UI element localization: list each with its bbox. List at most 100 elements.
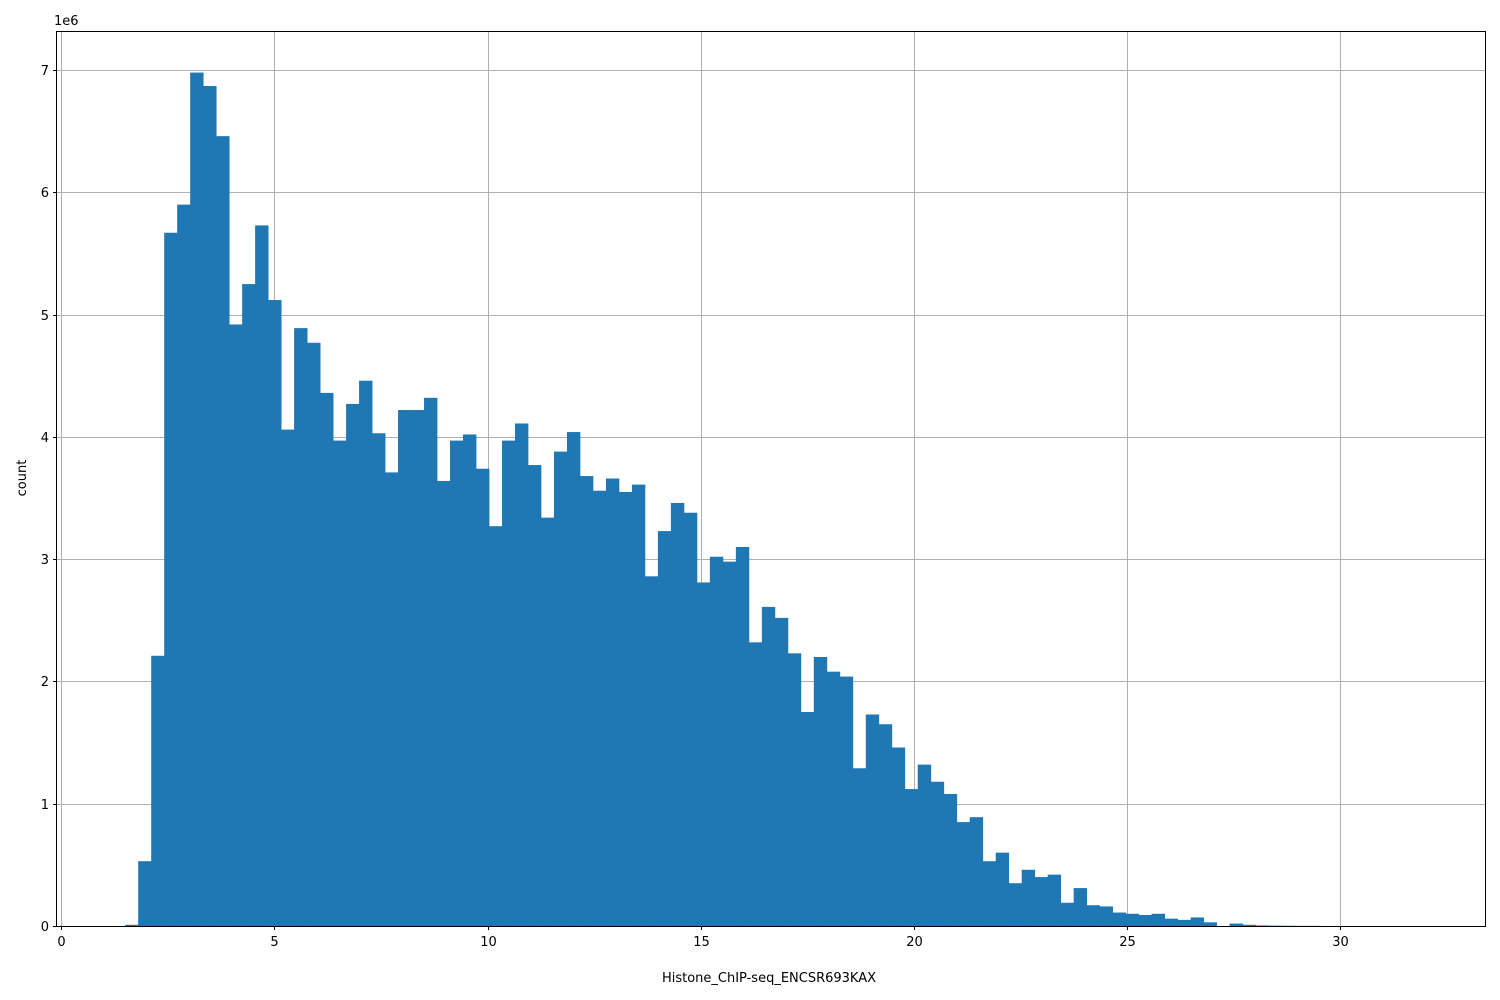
histogram-bar xyxy=(683,512,698,926)
histogram-bar xyxy=(346,403,360,926)
histogram-bar xyxy=(1060,902,1075,926)
y-axis-label: count xyxy=(15,460,30,497)
histogram-bars xyxy=(125,72,1321,927)
histogram-bar xyxy=(1177,919,1191,926)
histogram-bar xyxy=(1021,869,1036,926)
histogram-bar xyxy=(1242,924,1256,926)
y-tick-label: 6 xyxy=(41,186,49,201)
histogram-bar xyxy=(372,433,386,926)
y-tick-label: 4 xyxy=(41,431,49,446)
histogram-bar xyxy=(281,429,295,926)
histogram-bar xyxy=(514,423,529,926)
histogram-bar xyxy=(1229,923,1243,926)
x-axis-ticks: 0 5 10 15 20 25 30 xyxy=(57,926,1349,950)
histogram-bar xyxy=(255,225,269,926)
histogram-bar xyxy=(307,342,321,926)
histogram-bar xyxy=(969,817,984,926)
histogram-bar xyxy=(320,392,334,926)
x-tick-label: 10 xyxy=(480,935,497,950)
histogram-bar xyxy=(1203,922,1217,926)
histogram-bar xyxy=(943,793,958,926)
histogram-bar xyxy=(268,299,282,926)
x-tick-label: 20 xyxy=(906,935,923,950)
histogram-bar xyxy=(592,490,607,926)
histogram-bar xyxy=(489,526,503,926)
x-tick-label: 15 xyxy=(693,935,710,950)
x-tick-label: 5 xyxy=(270,935,278,950)
histogram-bar xyxy=(398,410,412,926)
plot-frame xyxy=(56,31,1486,927)
histogram-bar xyxy=(696,582,711,926)
histogram-bar xyxy=(1008,883,1023,926)
y-tick-label: 3 xyxy=(41,553,49,568)
histogram-bar xyxy=(216,136,230,926)
histogram-bar xyxy=(995,852,1010,926)
histogram-bar xyxy=(1099,906,1114,926)
histogram-bar xyxy=(1151,913,1166,926)
histogram-bar xyxy=(618,491,633,926)
histogram-bar xyxy=(787,653,802,926)
histogram-bar xyxy=(190,72,204,926)
histogram-bar xyxy=(644,576,659,926)
histogram-bar xyxy=(242,284,256,927)
histogram-bar xyxy=(553,451,568,926)
histogram-bar xyxy=(1125,913,1140,926)
y-axis-ticks: 0 1 2 3 4 5 6 7 xyxy=(41,64,57,935)
histogram-bar xyxy=(527,465,542,926)
histogram-bar xyxy=(579,476,594,926)
histogram-bar xyxy=(982,861,997,926)
histogram-bar xyxy=(930,781,945,926)
histogram-bar xyxy=(203,86,217,926)
histogram-bar xyxy=(151,655,165,926)
histogram-bar xyxy=(774,617,789,926)
histogram-bar xyxy=(904,789,919,926)
y-tick-label: 0 xyxy=(41,920,49,935)
histogram-bar xyxy=(164,232,178,927)
histogram-bar xyxy=(1047,874,1062,926)
histogram-bar xyxy=(761,606,776,926)
x-tick-label: 25 xyxy=(1119,935,1136,950)
histogram-bar xyxy=(865,714,880,926)
histogram-bar xyxy=(359,380,373,926)
histogram-bar xyxy=(1138,915,1153,926)
histogram-bar xyxy=(956,822,971,926)
histogram-bar xyxy=(917,764,932,926)
histogram-bar xyxy=(878,724,893,926)
histogram-bar xyxy=(1255,925,1269,926)
histogram-bar xyxy=(229,324,243,926)
histogram-bar xyxy=(631,484,646,926)
histogram-bar xyxy=(1086,905,1101,926)
histogram-bar xyxy=(501,440,516,926)
histogram-bar xyxy=(813,657,828,926)
histogram-bar xyxy=(722,561,737,926)
histogram-bar xyxy=(138,861,152,926)
histogram-bar xyxy=(735,546,750,926)
y-tick-label: 1 xyxy=(41,798,49,813)
y-tick-label: 5 xyxy=(41,309,49,324)
histogram-bar xyxy=(424,397,438,926)
histogram-bar xyxy=(852,768,867,926)
histogram-bar xyxy=(709,556,724,926)
histogram-bar xyxy=(839,676,854,926)
histogram-bar xyxy=(748,642,763,926)
histogram-bar xyxy=(800,712,815,926)
x-tick-label: 0 xyxy=(57,935,65,950)
histogram-bar xyxy=(1112,912,1127,926)
histogram-bar xyxy=(1190,917,1204,926)
y-tick-label: 2 xyxy=(41,675,49,690)
histogram-bar xyxy=(411,410,425,926)
histogram-bar xyxy=(566,432,581,926)
histogram-bar xyxy=(125,924,139,926)
histogram-bar xyxy=(177,204,191,926)
y-axis-offset-label: 1e6 xyxy=(54,14,79,29)
histogram-bar xyxy=(657,531,672,926)
histogram-bar xyxy=(891,747,906,926)
histogram-bar xyxy=(605,478,620,926)
y-tick-label: 7 xyxy=(41,64,49,79)
histogram-bar xyxy=(463,434,477,926)
histogram-bar xyxy=(540,517,555,926)
histogram-bar xyxy=(437,480,451,926)
histogram-bar xyxy=(826,671,841,926)
x-tick-label: 30 xyxy=(1332,935,1349,950)
